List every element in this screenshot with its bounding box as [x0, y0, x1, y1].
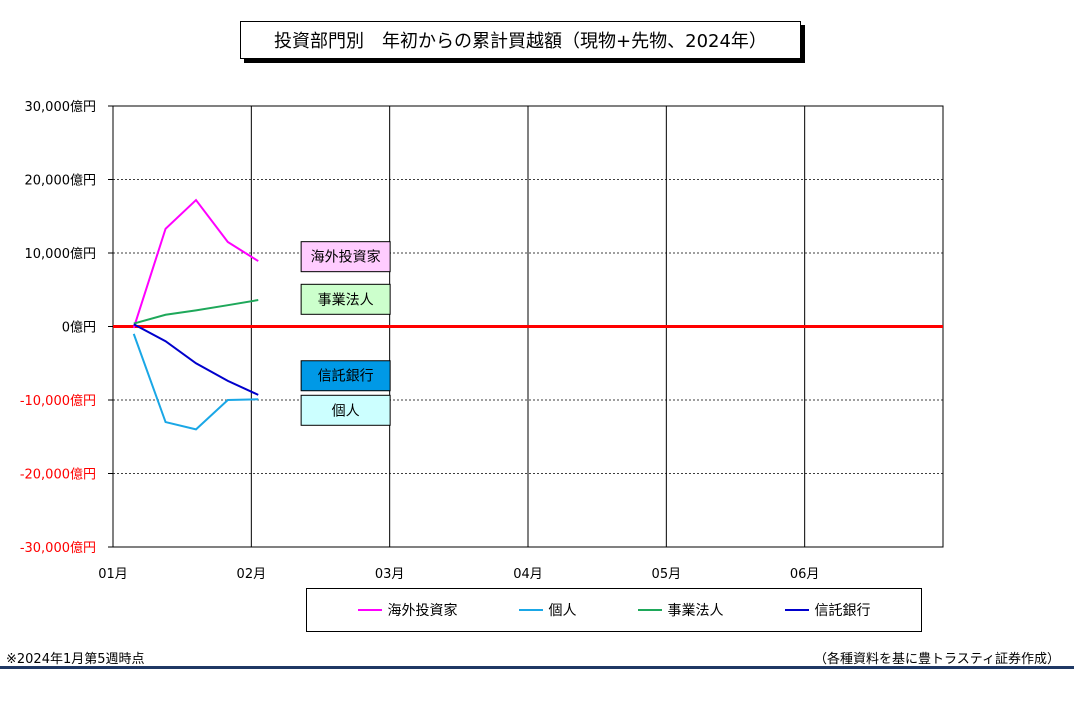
- series-line: [132, 198, 259, 329]
- x-tick-label: 03月: [375, 567, 405, 582]
- y-tick-label: -30,000億円: [20, 540, 96, 556]
- legend-swatch-individual: [518, 609, 543, 611]
- legend-label-corporate: 事業法人: [667, 603, 724, 619]
- legend-label-overseas: 海外投資家: [387, 603, 458, 619]
- y-tick-label: -10,000億円: [20, 393, 96, 409]
- y-tick-label: 10,000億円: [25, 246, 97, 262]
- legend-swatch-corporate: [637, 609, 662, 611]
- x-tick-label: 05月: [652, 567, 682, 582]
- series-label-box: [300, 360, 391, 392]
- y-tick-label: 30,000億円: [25, 99, 97, 115]
- x-tick-label: 04月: [513, 567, 543, 582]
- legend-item-corporate: 事業法人: [637, 600, 724, 620]
- x-tick-label: 06月: [790, 567, 820, 582]
- series-line: [133, 299, 259, 325]
- y-tick-label: 0億円: [62, 320, 96, 336]
- legend-item-individual: 個人: [518, 600, 577, 620]
- legend-swatch-trust-bank: [784, 609, 809, 611]
- chart-legend: 海外投資家 個人 事業法人 信託銀行: [306, 588, 922, 632]
- footnote-date: ※2024年1月第5週時点: [6, 652, 145, 667]
- series-label: 信託銀行: [318, 369, 374, 385]
- legend-item-overseas: 海外投資家: [357, 600, 458, 620]
- y-tick-label: 20,000億円: [25, 173, 97, 189]
- series-line: [132, 333, 259, 431]
- series-label: 事業法人: [318, 292, 374, 308]
- legend-label-trust-bank: 信託銀行: [814, 603, 871, 619]
- chart-title: 投資部門別 年初からの累計買越額（現物+先物、2024年）: [240, 21, 801, 59]
- series-label-box: [300, 283, 391, 315]
- legend-item-trust-bank: 信託銀行: [784, 600, 871, 620]
- y-tick-label: -20,000億円: [20, 467, 96, 483]
- legend-label-individual: 個人: [548, 603, 577, 619]
- legend-swatch-overseas: [357, 609, 382, 611]
- series-label-box: [300, 241, 391, 273]
- series-line: [133, 323, 259, 396]
- series-label: 海外投資家: [311, 249, 381, 266]
- footer-divider: [0, 666, 1074, 669]
- x-tick-label: 01月: [98, 567, 128, 582]
- x-tick-label: 02月: [237, 567, 267, 582]
- series-label-box: [300, 394, 391, 426]
- series-label: 個人: [332, 403, 360, 419]
- footnote-source: （各種資料を基に豊トラスティ証券作成）: [814, 652, 1060, 667]
